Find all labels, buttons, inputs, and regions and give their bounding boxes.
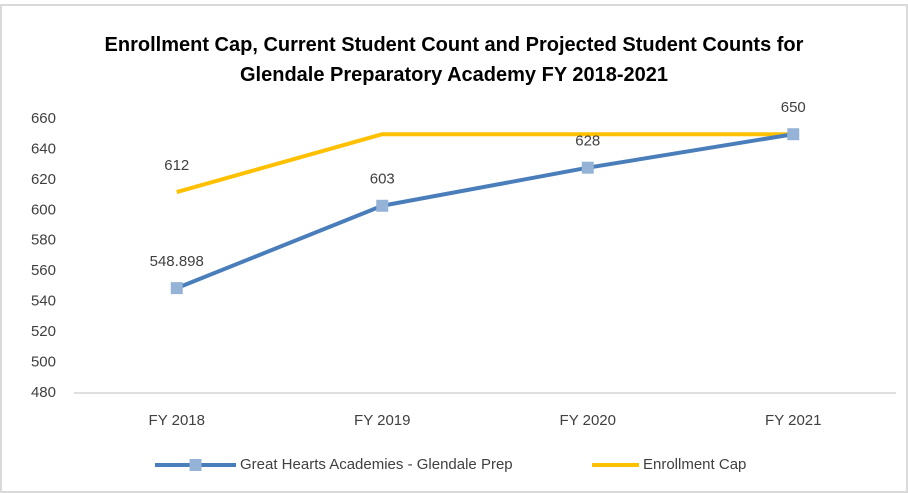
y-tick-label: 500: [31, 354, 56, 371]
y-tick-label: 540: [31, 293, 56, 310]
data-label: 603: [370, 171, 395, 188]
data-label: 650: [781, 99, 806, 116]
point-marker: [581, 161, 594, 174]
y-tick-label: 660: [31, 110, 56, 127]
point-marker: [376, 199, 389, 212]
y-tick-label: 480: [31, 384, 56, 401]
x-tick-label: FY 2020: [560, 412, 616, 429]
point-marker: [170, 282, 183, 295]
point-marker: [787, 128, 800, 141]
series-line: [176, 132, 794, 194]
data-label: 548.898: [150, 253, 204, 270]
chart-border: [0, 4, 908, 493]
legend-label: Great Hearts Academies - Glendale Prep: [240, 456, 513, 473]
x-tick-label: FY 2018: [149, 412, 205, 429]
data-label: 628: [575, 133, 600, 150]
y-tick-label: 520: [31, 323, 56, 340]
legend-marker: [189, 459, 202, 471]
y-tick-label: 580: [31, 232, 56, 249]
y-tick-label: 600: [31, 201, 56, 218]
x-tick-label: FY 2019: [354, 412, 410, 429]
x-tick-label: FY 2021: [765, 412, 821, 429]
y-tick-label: 620: [31, 171, 56, 188]
series-line: [176, 132, 794, 290]
chart-title: Enrollment Cap, Current Student Count an…: [104, 34, 804, 86]
legend-label: Enrollment Cap: [643, 456, 746, 473]
data-label: 612: [164, 157, 189, 174]
y-tick-label: 640: [31, 140, 56, 157]
y-tick-label: 560: [31, 262, 56, 279]
